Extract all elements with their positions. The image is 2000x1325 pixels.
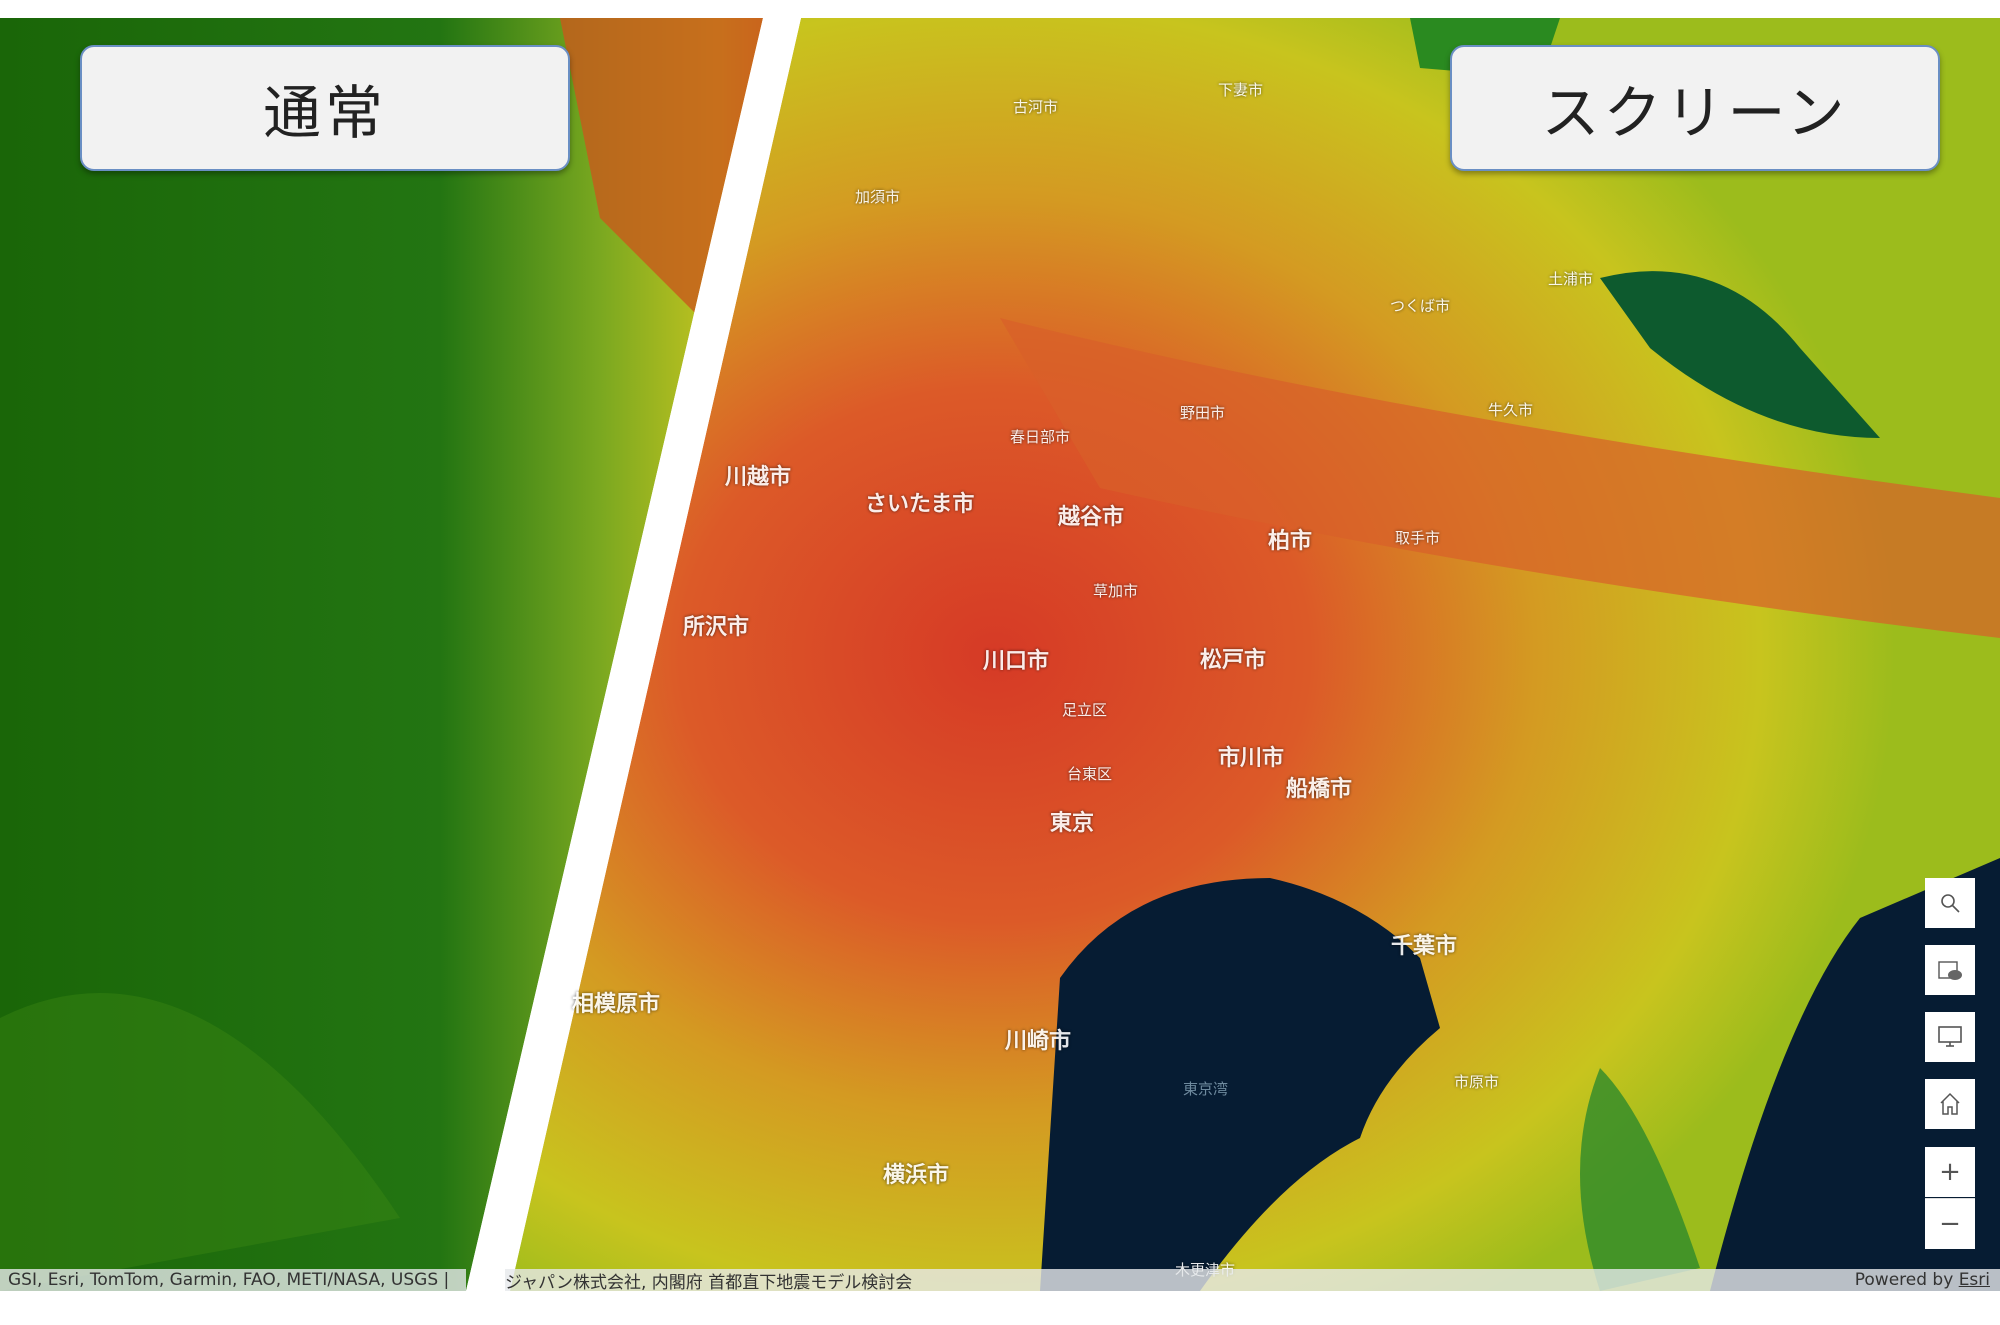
normal-title: 通常 <box>80 45 570 171</box>
attribution-right: ジャパン株式会社, 内閣府 首都直下地震モデル検討会 Powered by Es… <box>505 1269 2000 1293</box>
monitor-icon <box>1938 1026 1962 1047</box>
city-label: 川口市 <box>983 649 1050 674</box>
city-label: 東京 <box>1050 811 1095 836</box>
divider <box>466 18 801 1291</box>
basemap-gallery-button[interactable] <box>1925 945 1975 995</box>
city-label: 相模原市 <box>572 992 661 1017</box>
fullscreen-button[interactable] <box>1925 1012 1975 1062</box>
city-label: 下妻市 <box>1218 81 1264 99</box>
city-label: 牛久市 <box>1488 401 1534 419</box>
city-label: 足立区 <box>1062 701 1108 719</box>
powered-by-text: Powered by <box>1854 1270 1959 1290</box>
city-label: 取手市 <box>1395 529 1441 547</box>
city-label: 加須市 <box>855 188 901 206</box>
city-label: 川越市 <box>725 465 792 490</box>
city-label: 市川市 <box>1218 746 1285 771</box>
city-label: 松戸市 <box>1200 648 1267 673</box>
city-label: 柏市 <box>1268 529 1313 554</box>
city-label: 越谷市 <box>1058 505 1125 530</box>
city-label: 草加市 <box>1093 582 1139 600</box>
screen-panel <box>510 18 2000 1291</box>
search-icon <box>1941 894 1960 913</box>
city-label: 市原市 <box>1454 1073 1500 1091</box>
attribution-left: GSI, Esri, TomTom, Garmin, FAO, METI/NAS… <box>0 1269 466 1291</box>
home-button[interactable] <box>1925 1079 1975 1129</box>
city-label: 古河市 <box>1013 98 1059 116</box>
attribution-text: ジャパン株式会社, 内閣府 首都直下地震モデル検討会 <box>505 1272 913 1293</box>
search-button[interactable] <box>1925 878 1975 928</box>
city-label: 所沢市 <box>683 615 750 640</box>
city-label: つくば市 <box>1390 297 1451 315</box>
city-label: 川崎市 <box>1005 1029 1072 1054</box>
city-label: 野田市 <box>1180 404 1226 422</box>
city-label: 台東区 <box>1067 765 1113 783</box>
screen-title: スクリーン <box>1450 45 1940 171</box>
plus-icon: + <box>1939 1157 1961 1187</box>
esri-link[interactable]: Esri <box>1958 1270 1990 1290</box>
home-icon <box>1940 1092 1960 1115</box>
city-label: さいたま市 <box>865 492 975 517</box>
basemap-gallery-icon <box>1938 961 1962 980</box>
city-label: 千葉市 <box>1391 934 1458 959</box>
map-view[interactable]: さいたま市 川越市 越谷市 柏市 所沢市 川口市 松戸市 市川市 船橋市 東京 … <box>0 18 2000 1291</box>
zoom-out-button[interactable]: − <box>1925 1198 1975 1249</box>
water-label: 東京湾 <box>1183 1080 1229 1098</box>
city-label: 春日部市 <box>1010 428 1071 446</box>
minus-icon: − <box>1939 1209 1961 1239</box>
map-canvas[interactable] <box>0 18 2000 1291</box>
city-label: 船橋市 <box>1286 777 1353 802</box>
city-label: 横浜市 <box>883 1163 950 1188</box>
city-label: 土浦市 <box>1548 270 1594 288</box>
zoom-in-button[interactable]: + <box>1925 1147 1975 1197</box>
